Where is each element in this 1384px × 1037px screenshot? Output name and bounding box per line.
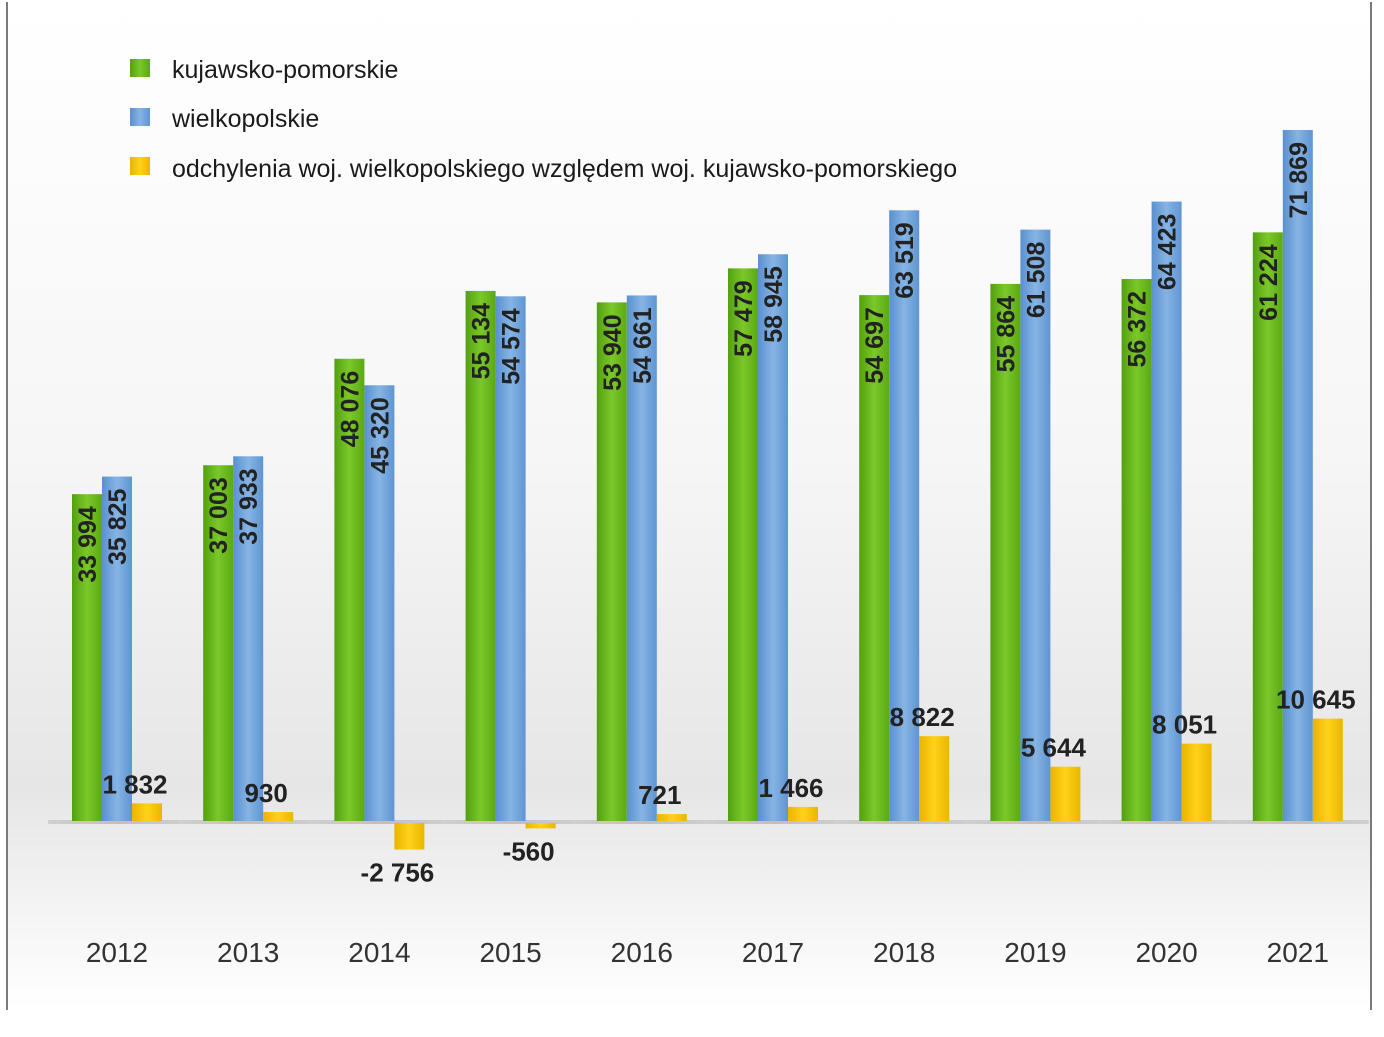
- deviation-value-label: 1 466: [758, 773, 823, 803]
- bar-odchylenie: [394, 823, 425, 850]
- bar-wielkopolskie: [626, 295, 657, 821]
- deviation-value-label: -2 756: [361, 857, 435, 887]
- bar-value-label: 61 508: [1022, 242, 1050, 319]
- x-axis-segment: [310, 820, 451, 824]
- legend-swatch-yellow: [130, 157, 150, 175]
- bar-value-label: 55 864: [992, 296, 1020, 373]
- deviation-value-label: 8 051: [1152, 710, 1217, 740]
- legend-item: wielkopolskie: [130, 105, 319, 133]
- bar-kujawsko-pomorskie: [728, 268, 758, 822]
- bar-odchylenie: [919, 736, 950, 821]
- bar-value-label: 37 933: [235, 468, 263, 544]
- bars-group: 33 994 35 825 1 832 2012 37 003 37 933 930 2013…: [48, 130, 1369, 968]
- bar-odchylenie: [1312, 718, 1343, 821]
- bar-value-label: 71 869: [1285, 142, 1313, 218]
- bar-wielkopolskie: [758, 254, 788, 821]
- bar-value-label: 53 940: [599, 314, 627, 390]
- x-axis-segment: [835, 820, 976, 824]
- bar-value-label: 57 479: [730, 280, 758, 356]
- x-tick-label: 2019: [1004, 937, 1066, 968]
- deviation-value-label: -560: [503, 836, 555, 866]
- legend-swatch-blue: [130, 108, 150, 126]
- bar-value-label: 54 574: [498, 308, 526, 385]
- bar-value-label: 64 423: [1154, 214, 1182, 290]
- x-axis-segment: [48, 820, 188, 824]
- bar-value-label: 37 003: [205, 477, 233, 553]
- deviation-value-label: 8 822: [890, 702, 955, 732]
- bar-value-label: 63 519: [891, 222, 919, 298]
- bar-kujawsko-pomorskie: [72, 494, 102, 821]
- x-axis-segment: [1097, 820, 1238, 824]
- bar-kujawsko-pomorskie: [1252, 232, 1283, 822]
- bar-wielkopolskie: [102, 476, 132, 821]
- legend-swatch-green: [130, 59, 150, 77]
- bar-odchylenie: [132, 803, 162, 821]
- bar-value-label: 54 661: [629, 307, 657, 384]
- deviation-value-label: 721: [638, 780, 681, 810]
- bar-odchylenie: [263, 812, 294, 821]
- bar-value-label: 56 372: [1124, 291, 1152, 367]
- legend-label: kujawsko-pomorskie: [172, 56, 398, 84]
- deviation-value-label: 5 644: [1021, 733, 1087, 763]
- x-tick-label: 2020: [1135, 937, 1197, 968]
- bar-kujawsko-pomorskie: [203, 465, 234, 821]
- bar-odchylenie: [1050, 766, 1081, 821]
- x-tick-label: 2018: [873, 937, 935, 968]
- legend-label: odchylenia woj. wielkopolskiego względem…: [172, 155, 957, 183]
- bar-value-label: 55 134: [468, 303, 496, 380]
- bar-kujawsko-pomorskie: [465, 290, 496, 822]
- x-tick-label: 2017: [742, 937, 804, 968]
- bar-wielkopolskie: [364, 385, 395, 821]
- bar-value-label: 61 224: [1255, 244, 1283, 321]
- bar-wielkopolskie: [495, 296, 526, 821]
- bar-value-label: 48 076: [336, 371, 364, 447]
- legend-label: wielkopolskie: [171, 105, 319, 133]
- bar-wielkopolskie: [233, 456, 264, 821]
- bar-kujawsko-pomorskie: [859, 295, 890, 822]
- x-axis-segment: [441, 820, 582, 824]
- bar-kujawsko-pomorskie: [596, 302, 627, 822]
- x-tick-label: 2012: [86, 937, 148, 968]
- bar-odchylenie: [788, 806, 818, 821]
- x-tick-label: 2014: [348, 937, 410, 968]
- legend-item: kujawsko-pomorskie: [130, 56, 398, 84]
- x-tick-label: 2016: [611, 937, 673, 968]
- bar-value-label: 58 945: [760, 266, 788, 343]
- x-axis-segment: [704, 820, 844, 824]
- bar-wielkopolskie: [1020, 229, 1051, 822]
- bar-kujawsko-pomorskie: [990, 283, 1021, 821]
- bar-odchylenie: [525, 823, 556, 829]
- bar-wielkopolskie: [1151, 201, 1182, 821]
- x-tick-label: 2013: [217, 937, 279, 968]
- bar-wielkopolskie: [1282, 130, 1313, 821]
- bar-wielkopolskie: [889, 210, 920, 821]
- legend: kujawsko-pomorskie wielkopolskie odchyle…: [130, 56, 957, 183]
- deviation-value-label: 10 645: [1276, 685, 1356, 715]
- deviation-value-label: 1 832: [102, 769, 167, 799]
- x-axis-segment: [966, 820, 1107, 824]
- x-tick-label: 2021: [1267, 937, 1329, 968]
- x-axis-segment: [1228, 820, 1369, 824]
- x-tick-label: 2015: [479, 937, 541, 968]
- bar-odchylenie: [1181, 743, 1212, 821]
- bar-kujawsko-pomorskie: [334, 358, 365, 821]
- deviation-value-label: 930: [245, 778, 288, 808]
- bar-value-label: 33 994: [74, 506, 102, 583]
- bar-value-label: 35 825: [104, 488, 132, 565]
- chart-frame: [6, 2, 1372, 1010]
- legend-item: odchylenia woj. wielkopolskiego względem…: [130, 155, 957, 183]
- bar-kujawsko-pomorskie: [1121, 278, 1152, 821]
- bar-odchylenie: [656, 814, 687, 821]
- bar-value-label: 45 320: [366, 397, 394, 473]
- x-axis-segment: [179, 820, 320, 824]
- x-axis-segment: [572, 820, 713, 824]
- bar-value-label: 54 697: [861, 307, 889, 383]
